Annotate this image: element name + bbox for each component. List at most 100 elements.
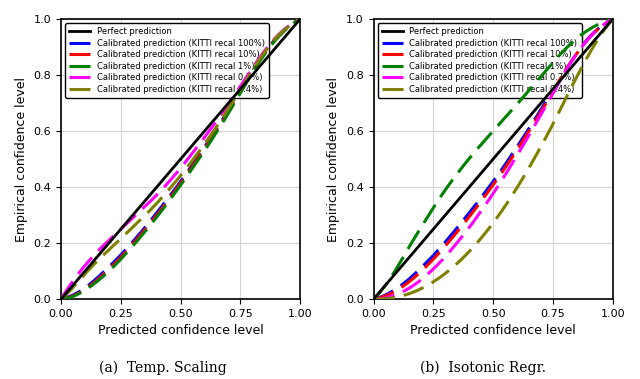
Line: Calibrated prediction (KITTI recal 10%): Calibrated prediction (KITTI recal 10%): [374, 19, 612, 299]
Calibrated prediction (KITTI recal 0.7%): [57, 297, 65, 301]
X-axis label: Predicted confidence level: Predicted confidence level: [410, 324, 576, 337]
Calibrated prediction (KITTI recal 0.4%): [371, 297, 378, 301]
Y-axis label: Empirical confidence level: Empirical confidence level: [328, 77, 340, 241]
Calibrated prediction (KITTI recal 10%): [370, 297, 378, 301]
Calibrated prediction (KITTI recal 100%): [370, 297, 378, 301]
Calibrated prediction (KITTI recal 1%): [200, 150, 207, 155]
Y-axis label: Empirical confidence level: Empirical confidence level: [15, 77, 28, 241]
Calibrated prediction (KITTI recal 100%): [200, 146, 207, 151]
Text: (b)  Isotonic Regr.: (b) Isotonic Regr.: [420, 361, 546, 375]
Calibrated prediction (KITTI recal 0.7%): [512, 155, 520, 160]
Calibrated prediction (KITTI recal 1%): [586, 27, 594, 31]
Calibrated prediction (KITTI recal 100%): [516, 140, 524, 145]
Calibrated prediction (KITTI recal 100%): [572, 53, 579, 57]
Calibrated prediction (KITTI recal 1%): [609, 17, 616, 21]
Calibrated prediction (KITTI recal 0.7%): [259, 51, 266, 56]
Calibrated prediction (KITTI recal 0.7%): [296, 17, 304, 21]
Calibrated prediction (KITTI recal 100%): [609, 17, 616, 21]
Perfect prediction: [102, 245, 109, 249]
Calibrated prediction (KITTI recal 0.4%): [609, 17, 616, 21]
Calibrated prediction (KITTI recal 1%): [370, 297, 378, 301]
Calibrated prediction (KITTI recal 10%): [511, 150, 519, 155]
Perfect prediction: [380, 286, 387, 290]
Perfect prediction: [121, 222, 129, 227]
Calibrated prediction (KITTI recal 0.7%): [609, 17, 616, 21]
Calibrated prediction (KITTI recal 1%): [57, 297, 65, 301]
Calibrated prediction (KITTI recal 0.4%): [274, 34, 282, 38]
Legend: Perfect prediction, Calibrated prediction (KITTI recal 100%), Calibrated predict: Perfect prediction, Calibrated predictio…: [378, 23, 582, 98]
Perfect prediction: [296, 17, 304, 21]
Calibrated prediction (KITTI recal 1%): [511, 104, 519, 109]
Calibrated prediction (KITTI recal 100%): [371, 297, 378, 301]
Calibrated prediction (KITTI recal 1%): [516, 99, 524, 103]
Calibrated prediction (KITTI recal 10%): [296, 17, 304, 21]
Calibrated prediction (KITTI recal 0.4%): [259, 53, 266, 57]
Calibrated prediction (KITTI recal 0.7%): [204, 131, 211, 136]
Perfect prediction: [588, 41, 596, 45]
Line: Calibrated prediction (KITTI recal 0.4%): Calibrated prediction (KITTI recal 0.4%): [61, 19, 300, 299]
Calibrated prediction (KITTI recal 10%): [516, 143, 524, 148]
Perfect prediction: [609, 17, 616, 21]
Calibrated prediction (KITTI recal 100%): [58, 297, 66, 301]
Calibrated prediction (KITTI recal 10%): [199, 149, 207, 154]
Calibrated prediction (KITTI recal 10%): [512, 149, 520, 154]
Line: Calibrated prediction (KITTI recal 0.7%): Calibrated prediction (KITTI recal 0.7%): [61, 19, 300, 299]
Calibrated prediction (KITTI recal 0.7%): [58, 296, 66, 300]
Calibrated prediction (KITTI recal 10%): [586, 34, 594, 39]
Calibrated prediction (KITTI recal 100%): [259, 53, 266, 58]
Line: Perfect prediction: Perfect prediction: [61, 19, 300, 299]
Calibrated prediction (KITTI recal 1%): [274, 35, 282, 40]
Calibrated prediction (KITTI recal 1%): [199, 151, 207, 156]
X-axis label: Predicted confidence level: Predicted confidence level: [98, 324, 264, 337]
Calibrated prediction (KITTI recal 0.4%): [296, 17, 304, 21]
Calibrated prediction (KITTI recal 100%): [274, 34, 282, 39]
Calibrated prediction (KITTI recal 100%): [512, 146, 520, 151]
Perfect prediction: [384, 280, 392, 285]
Calibrated prediction (KITTI recal 0.7%): [572, 54, 579, 58]
Legend: Perfect prediction, Calibrated prediction (KITTI recal 100%), Calibrated predict: Perfect prediction, Calibrated predictio…: [65, 23, 269, 98]
Calibrated prediction (KITTI recal 1%): [512, 103, 520, 108]
Calibrated prediction (KITTI recal 0.4%): [586, 50, 594, 54]
Line: Calibrated prediction (KITTI recal 0.7%): Calibrated prediction (KITTI recal 0.7%): [374, 19, 612, 299]
Calibrated prediction (KITTI recal 0.4%): [58, 296, 66, 301]
Line: Calibrated prediction (KITTI recal 0.4%): Calibrated prediction (KITTI recal 0.4%): [374, 19, 612, 299]
Line: Perfect prediction: Perfect prediction: [374, 19, 612, 299]
Calibrated prediction (KITTI recal 1%): [572, 38, 579, 42]
Calibrated prediction (KITTI recal 10%): [58, 297, 66, 301]
Perfect prediction: [597, 31, 605, 35]
Calibrated prediction (KITTI recal 0.4%): [199, 144, 207, 149]
Calibrated prediction (KITTI recal 0.7%): [274, 33, 282, 38]
Calibrated prediction (KITTI recal 0.4%): [204, 138, 211, 142]
Line: Calibrated prediction (KITTI recal 1%): Calibrated prediction (KITTI recal 1%): [374, 19, 612, 299]
Calibrated prediction (KITTI recal 1%): [296, 17, 304, 21]
Calibrated prediction (KITTI recal 100%): [511, 147, 519, 152]
Perfect prediction: [433, 222, 441, 227]
Calibrated prediction (KITTI recal 0.4%): [511, 188, 519, 193]
Calibrated prediction (KITTI recal 0.4%): [370, 297, 378, 301]
Perfect prediction: [284, 31, 292, 35]
Calibrated prediction (KITTI recal 100%): [586, 34, 594, 38]
Calibrated prediction (KITTI recal 0.4%): [516, 181, 524, 185]
Perfect prediction: [414, 245, 422, 249]
Calibrated prediction (KITTI recal 1%): [58, 297, 66, 301]
Calibrated prediction (KITTI recal 10%): [200, 148, 207, 153]
Calibrated prediction (KITTI recal 10%): [57, 297, 65, 301]
Calibrated prediction (KITTI recal 10%): [609, 17, 616, 21]
Calibrated prediction (KITTI recal 0.7%): [511, 157, 519, 161]
Perfect prediction: [57, 297, 65, 301]
Calibrated prediction (KITTI recal 10%): [259, 54, 266, 58]
Calibrated prediction (KITTI recal 1%): [259, 55, 266, 60]
Calibrated prediction (KITTI recal 0.7%): [516, 148, 524, 153]
Calibrated prediction (KITTI recal 0.4%): [200, 143, 207, 148]
Line: Calibrated prediction (KITTI recal 100%): Calibrated prediction (KITTI recal 100%): [374, 19, 612, 299]
Calibrated prediction (KITTI recal 1%): [204, 144, 211, 149]
Calibrated prediction (KITTI recal 0.4%): [512, 187, 520, 192]
Calibrated prediction (KITTI recal 0.7%): [370, 297, 378, 301]
Calibrated prediction (KITTI recal 100%): [199, 148, 207, 152]
Calibrated prediction (KITTI recal 100%): [57, 297, 65, 301]
Calibrated prediction (KITTI recal 1%): [371, 296, 378, 301]
Calibrated prediction (KITTI recal 10%): [204, 142, 211, 147]
Calibrated prediction (KITTI recal 0.4%): [57, 297, 65, 301]
Calibrated prediction (KITTI recal 10%): [572, 53, 579, 58]
Calibrated prediction (KITTI recal 100%): [296, 17, 304, 21]
